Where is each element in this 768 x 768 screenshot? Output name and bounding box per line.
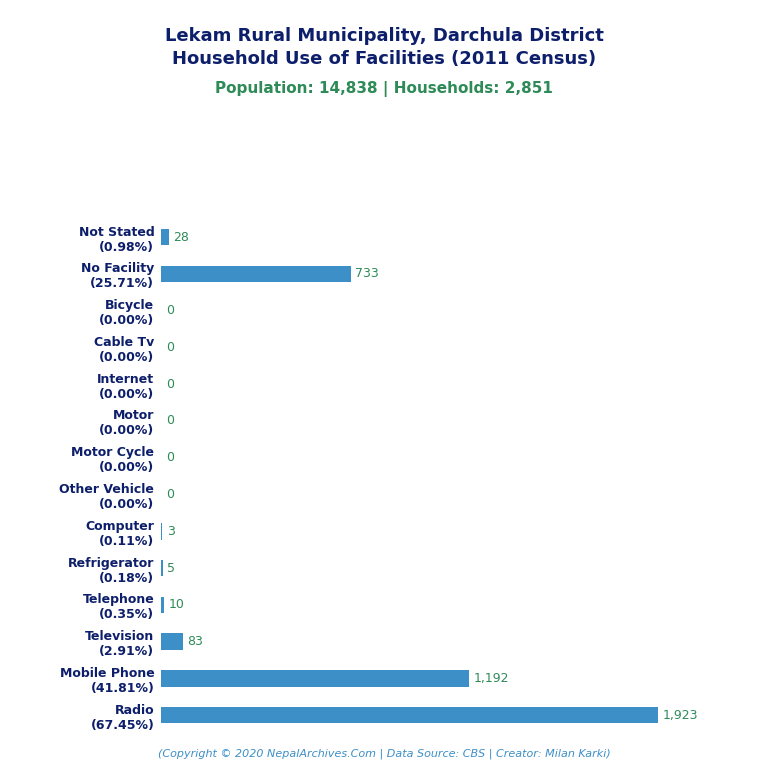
Text: (Copyright © 2020 NepalArchives.Com | Data Source: CBS | Creator: Milan Karki): (Copyright © 2020 NepalArchives.Com | Da… xyxy=(157,748,611,759)
Text: 5: 5 xyxy=(167,561,175,574)
Text: 28: 28 xyxy=(173,230,189,243)
Text: Population: 14,838 | Households: 2,851: Population: 14,838 | Households: 2,851 xyxy=(215,81,553,97)
Text: 0: 0 xyxy=(166,415,174,428)
Bar xyxy=(161,523,162,540)
Bar xyxy=(161,229,168,246)
Text: 733: 733 xyxy=(356,267,379,280)
Text: 1,192: 1,192 xyxy=(474,672,509,685)
Text: 0: 0 xyxy=(166,378,174,391)
Text: Household Use of Facilities (2011 Census): Household Use of Facilities (2011 Census… xyxy=(172,50,596,68)
Bar xyxy=(161,266,351,282)
Text: 0: 0 xyxy=(166,341,174,354)
Bar xyxy=(161,670,469,687)
Text: 0: 0 xyxy=(166,452,174,465)
Text: 83: 83 xyxy=(187,635,204,648)
Bar xyxy=(161,634,183,650)
Text: 0: 0 xyxy=(166,488,174,501)
Bar xyxy=(161,707,658,723)
Text: 10: 10 xyxy=(168,598,184,611)
Bar xyxy=(161,597,164,613)
Bar xyxy=(161,560,163,576)
Text: 0: 0 xyxy=(166,304,174,317)
Text: Lekam Rural Municipality, Darchula District: Lekam Rural Municipality, Darchula Distr… xyxy=(164,27,604,45)
Text: 3: 3 xyxy=(167,525,174,538)
Text: 1,923: 1,923 xyxy=(663,709,698,722)
